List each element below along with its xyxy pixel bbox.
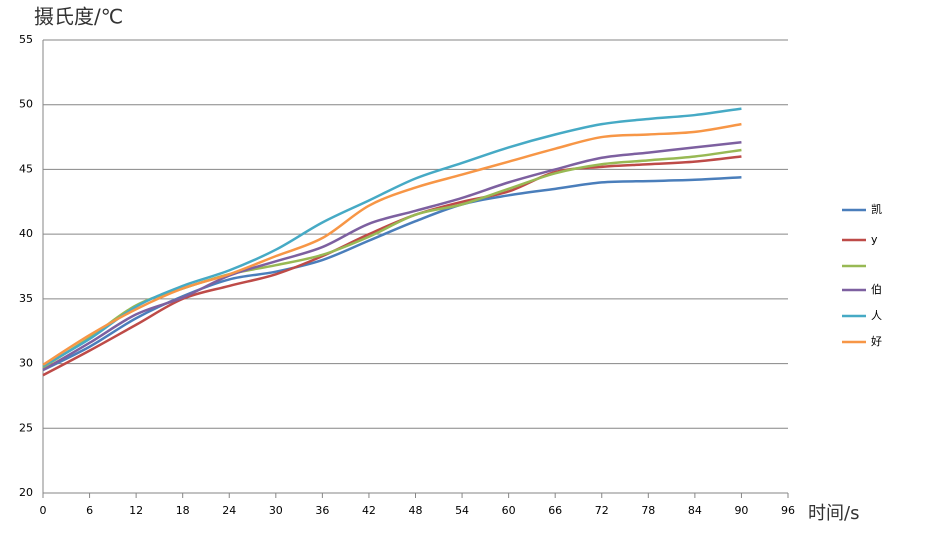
x-tick-label: 0 — [40, 504, 47, 517]
series-line — [42, 141, 742, 372]
series-line — [42, 175, 742, 372]
y-tick-label: 50 — [19, 98, 33, 111]
series-line — [42, 122, 742, 366]
x-axis-label: 时间/s — [808, 503, 859, 524]
series-line — [42, 107, 742, 368]
x-tick-label: 66 — [548, 504, 562, 517]
series-line — [42, 148, 742, 369]
y-tick-label: 55 — [19, 33, 33, 46]
x-tick-label: 84 — [688, 504, 702, 517]
legend-label: y — [871, 233, 878, 246]
x-tick-label: 12 — [129, 504, 143, 517]
y-tick-label: 25 — [19, 421, 33, 434]
y-tick-label: 40 — [19, 227, 33, 240]
legend-label: 伯 — [871, 282, 882, 296]
y-tick-label: 45 — [19, 162, 33, 175]
legend-label: 人 — [871, 309, 882, 322]
x-tick-label: 30 — [269, 504, 283, 517]
x-tick-label: 96 — [781, 504, 795, 517]
x-tick-label: 72 — [595, 504, 609, 517]
x-tick-label: 6 — [86, 504, 93, 517]
x-tick-label: 42 — [362, 504, 376, 517]
legend-label: 好 — [871, 334, 882, 348]
chart-title: 摄氏度/℃ — [34, 5, 123, 29]
x-tick-label: 48 — [409, 504, 423, 517]
x-tick-label: 24 — [222, 504, 236, 517]
x-tick-label: 78 — [641, 504, 655, 517]
x-tick-label: 54 — [455, 504, 469, 517]
legend-label: 凯 — [871, 203, 882, 216]
y-tick-label: 20 — [19, 486, 33, 499]
y-tick-label: 35 — [19, 292, 33, 305]
x-tick-label: 36 — [315, 504, 329, 517]
x-tick-label: 60 — [502, 504, 516, 517]
x-tick-label: 90 — [734, 504, 748, 517]
y-tick-label: 30 — [19, 357, 33, 370]
x-tick-label: 18 — [176, 504, 190, 517]
